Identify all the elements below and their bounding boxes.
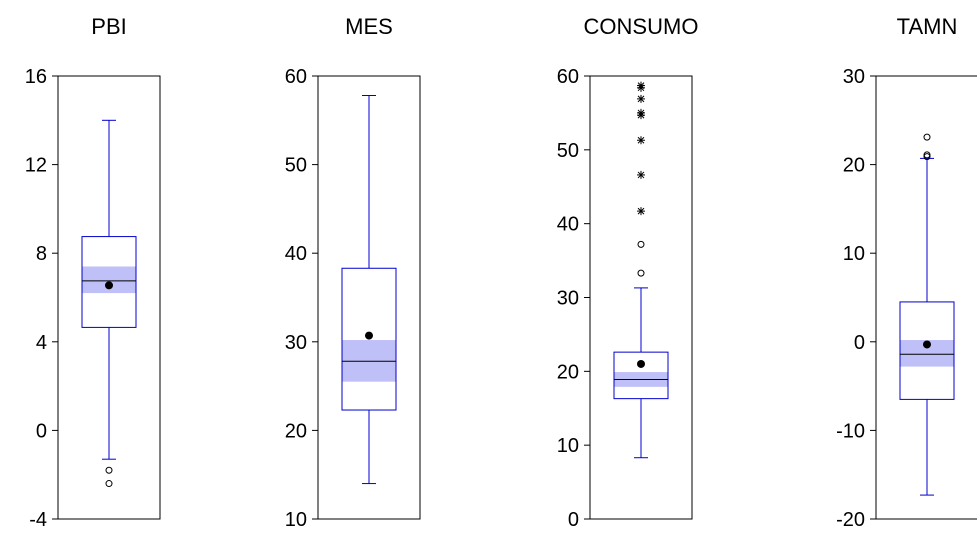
y-tick-label: 40 [285,243,307,265]
plot-frame [317,75,421,520]
panel-title: MES [345,14,393,39]
y-tick-label: 8 [36,243,47,265]
y-tick-label: 12 [25,155,47,177]
outlier-point [637,240,645,248]
outlier-point [105,480,113,488]
y-tick-label: -10 [836,420,865,442]
panel-title: CONSUMO [584,14,699,39]
y-tick-label: 50 [285,155,307,177]
far-outlier-point [637,207,645,216]
y-tick-label: 10 [557,435,579,457]
plot-frame [875,75,977,520]
mean-point [923,340,931,349]
outlier-point [105,466,113,474]
panel-tamn: TAMN -20 -10 0 10 20 30 [836,14,977,531]
mean-point [637,359,645,368]
y-tick-label: 16 [25,66,47,88]
panel-consumo: CONSUMO 0 10 20 30 40 50 60 [557,14,699,531]
y-tick-label: -20 [836,509,865,531]
outlier-point [923,151,931,159]
outlier-point [637,269,645,277]
y-tick-label: 60 [557,66,579,88]
y-tick-label: 30 [557,288,579,310]
y-tick-label: 0 [854,332,865,354]
y-tick-label: 0 [36,420,47,442]
panel-title: PBI [91,14,126,39]
y-tick-label: 40 [557,214,579,236]
panel-pbi: PBI -4 0 4 8 12 16 [25,14,161,531]
y-tick-label: 30 [843,66,865,88]
outlier-point [923,133,931,141]
y-tick-label: 4 [36,332,47,354]
plot-frame [57,75,161,520]
y-tick-label: 10 [843,243,865,265]
far-outlier-point [637,108,645,117]
y-tick-label: 20 [843,155,865,177]
y-tick-label: 20 [285,420,307,442]
panel-title: TAMN [897,14,958,39]
y-tick-label: -4 [29,509,47,531]
y-tick-label: 60 [285,66,307,88]
y-tick-label: 0 [568,509,579,531]
y-tick-label: 50 [557,140,579,162]
far-outlier-point [637,170,645,179]
y-tick-label: 20 [557,361,579,383]
y-tick-label: 30 [285,332,307,354]
far-outlier-point [637,94,645,103]
mean-point [365,331,373,340]
y-tick-label: 10 [285,509,307,531]
panel-mes: MES 10 20 30 40 50 60 [285,14,421,531]
far-outlier-point [637,81,645,90]
far-outlier-point [637,136,645,145]
mean-point [105,281,113,290]
